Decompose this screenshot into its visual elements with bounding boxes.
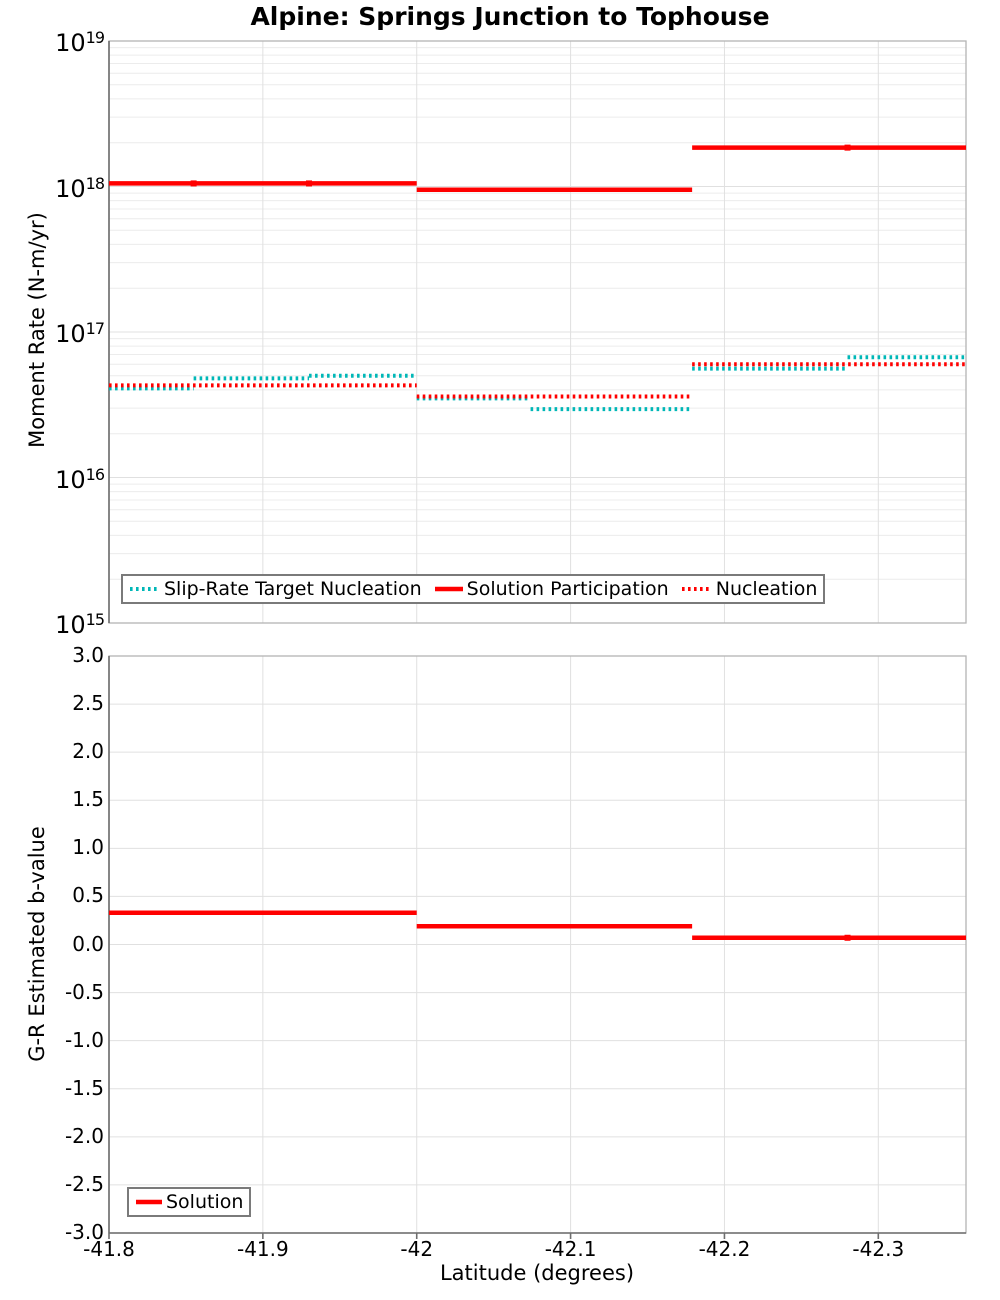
bottom-y-tick-label: -1.5 <box>64 1075 104 1100</box>
legend-label: Solution Participation <box>466 578 669 600</box>
top-y-tick-label: 1018 <box>55 173 105 203</box>
bottom-y-tick-label: 1.5 <box>72 787 104 812</box>
series-solution-marker <box>844 934 851 941</box>
bottom-y-tick-label: 3.0 <box>72 643 104 667</box>
legend-label: Nucleation <box>715 578 818 600</box>
bottom-y-tick-label: 2.5 <box>72 691 104 716</box>
legend-item-solution: Solution <box>135 1191 243 1213</box>
legend-label: Slip-Rate Target Nucleation <box>164 578 422 600</box>
bottom-y-tick-label: 0.5 <box>72 883 104 908</box>
series-solution-participation-marker <box>844 144 851 151</box>
top-y-tick-label: 1017 <box>55 319 105 348</box>
legend-item-solution-participation: Solution Participation <box>434 578 669 600</box>
bottom-y-tick-label: -2.5 <box>64 1171 104 1196</box>
x-tick-label: -41.8 <box>83 1237 135 1261</box>
solid-red-line-swatch-icon <box>136 1199 162 1205</box>
legend-label: Solution <box>166 1191 244 1213</box>
bottom-y-tick-label: -2.0 <box>64 1123 104 1148</box>
bottom-y-tick-label: -3.0 <box>64 1220 104 1244</box>
series-solution-participation-marker <box>306 180 313 187</box>
x-tick-label: -41.9 <box>236 1237 289 1261</box>
legend-item-slip-rate-target-nucleation: Slip-Rate Target Nucleation <box>129 578 422 600</box>
x-tick-label: -42.2 <box>698 1237 751 1261</box>
bottom-y-tick-label: 0.0 <box>72 931 104 956</box>
top-y-tick-label: 1016 <box>55 464 105 494</box>
bottom-y-axis-label: G-R Estimated b-value <box>25 826 49 1062</box>
solid-red-line-swatch-icon <box>434 586 463 592</box>
bottom-y-tick-label: 1.0 <box>72 835 104 860</box>
chart-title: Alpine: Springs Junction to Tophouse <box>250 2 770 31</box>
bottom-y-tick-label: -0.5 <box>64 979 104 1004</box>
bottom-y-tick-label: 2.0 <box>72 739 104 764</box>
top-y-tick-label: 1015 <box>55 610 105 639</box>
bottom-y-tick-label: -1.0 <box>64 1027 104 1052</box>
dotted-red-line-swatch-icon <box>681 587 712 591</box>
chart-layer <box>108 40 967 1239</box>
dotted-teal-line-swatch-icon <box>130 587 160 591</box>
top-y-tick-label: 1019 <box>55 28 105 57</box>
x-tick-label: -42.3 <box>852 1237 905 1261</box>
series-solution-participation-marker <box>190 180 197 187</box>
bottom-legend: Solution <box>127 1187 252 1217</box>
x-tick-label: -42 <box>400 1237 434 1261</box>
legend-item-nucleation: Nucleation <box>681 578 818 600</box>
x-tick-label: -42.1 <box>544 1237 597 1261</box>
x-axis-label: Latitude (degrees) <box>439 1261 635 1285</box>
top-legend: Slip-Rate Target Nucleation Solution Par… <box>121 574 826 604</box>
top-y-axis-label: Moment Rate (N-m/yr) <box>25 212 49 448</box>
